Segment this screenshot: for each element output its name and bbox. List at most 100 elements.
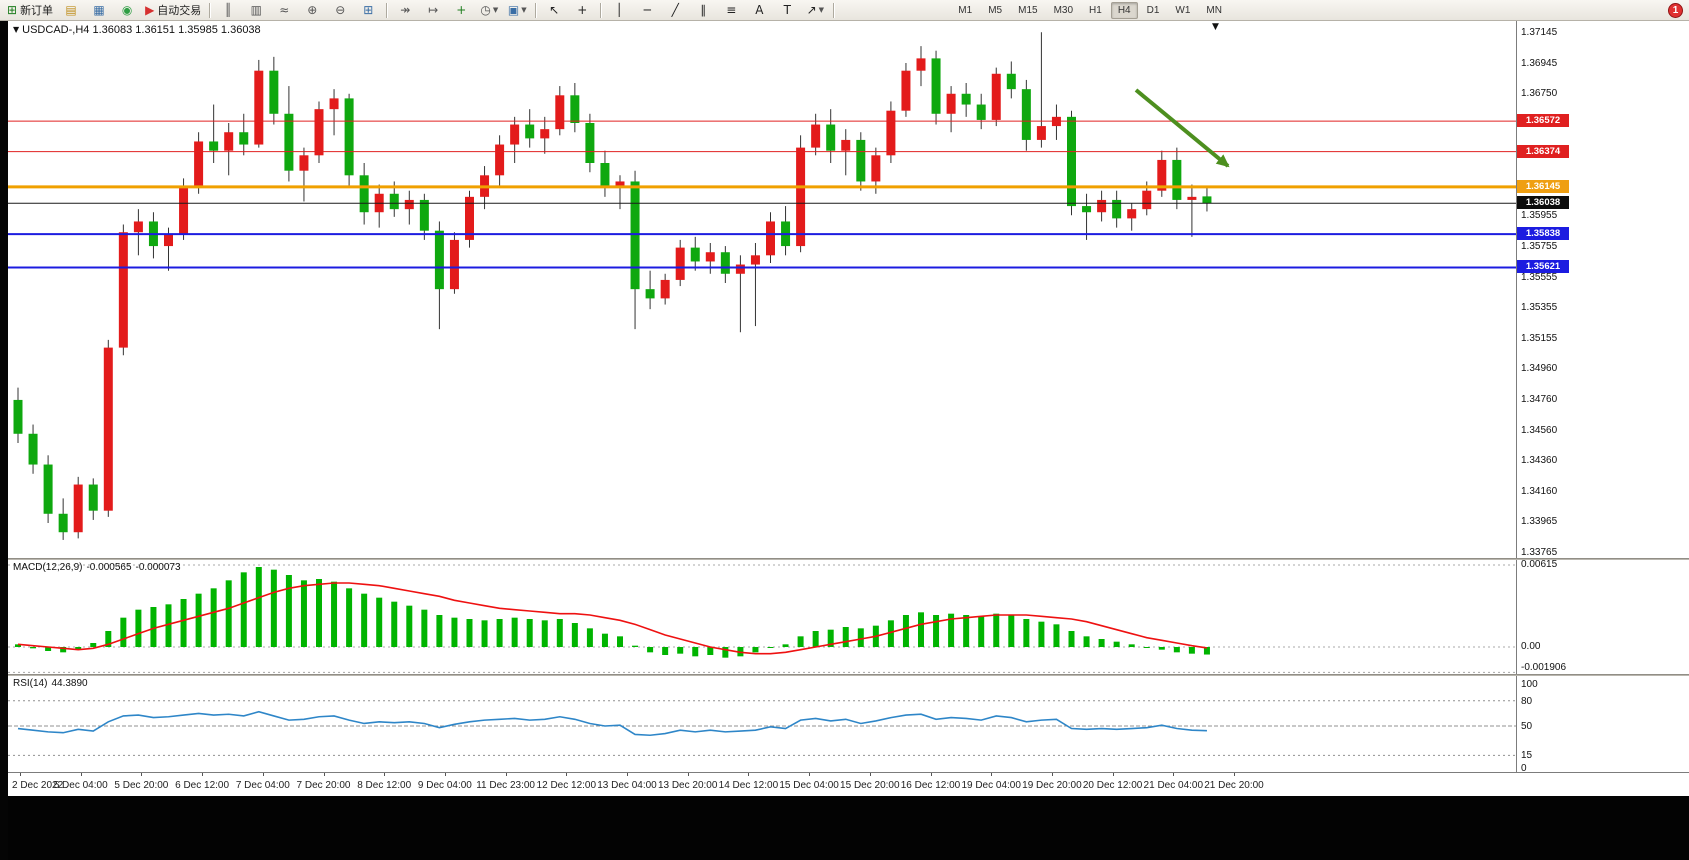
time-label: 6 Dec 12:00 — [175, 780, 230, 791]
macd-chart-canvas — [8, 564, 1516, 673]
cursor-button[interactable]: ↖ — [541, 0, 567, 20]
price-tick: 1.34560 — [1521, 424, 1558, 436]
timeframe-w1[interactable]: W1 — [1175, 4, 1191, 16]
time-axis[interactable]: 2 Dec 2022 5 Dec 04:00 5 Dec 20:00 6 Dec 12… — [8, 772, 1689, 796]
collapse-triangle-icon[interactable]: ▼ — [13, 25, 20, 34]
chart-ohlc: 1.36083 1.36151 1.35985 1.36038 — [92, 24, 261, 36]
channel-button[interactable]: ∥ — [690, 0, 716, 20]
label-button[interactable]: T — [774, 0, 800, 20]
timeframe-mn[interactable]: MN — [1206, 4, 1222, 16]
price-chart[interactable]: ▼ USDCAD-,H4 1.36083 1.36151 1.35985 1.36… — [8, 21, 1516, 558]
candlestick-button[interactable]: ▥ — [243, 0, 269, 20]
templates-button[interactable]: ▣ ▼ — [504, 0, 530, 20]
bar-chart-button[interactable]: ║ — [215, 0, 241, 20]
chart-shift-marker-icon[interactable]: ▼ — [1212, 22, 1219, 32]
timeframe-h1[interactable]: H1 — [1089, 4, 1102, 16]
price-tick: 1.35355 — [1521, 302, 1558, 314]
notification-badge[interactable]: 1 — [1668, 3, 1683, 18]
zoom-in-button[interactable]: ⊕ — [299, 0, 325, 20]
price-level-badge: 1.36038 — [1517, 196, 1569, 210]
timeframe-buttons: M1 M5 M15 M30 H1 H4 D1 W1 MN — [950, 1, 1230, 19]
tile-windows-button[interactable]: ⊞ — [355, 0, 381, 20]
fibonacci-button[interactable]: ≡ — [718, 0, 744, 20]
line-chart-button[interactable]: ≈ — [271, 0, 297, 20]
horizontal-line-button[interactable]: ─ — [634, 0, 660, 20]
horizontal-level-lines — [8, 120, 1516, 269]
trendline-button[interactable]: ╱ — [662, 0, 688, 20]
macd-chart[interactable]: MACD(12,26,9) -0.000565 -0.000073 — [8, 560, 1516, 674]
new-order-icon: ⊞ — [7, 3, 18, 17]
chart-shift-button[interactable]: ↦ — [420, 0, 446, 20]
bar-chart-icon: ║ — [224, 3, 232, 17]
time-label: 11 Dec 23:00 — [476, 780, 535, 791]
time-label: 7 Dec 20:00 — [296, 780, 351, 791]
timeframe-m5[interactable]: M5 — [988, 4, 1003, 16]
text-button[interactable]: A — [746, 0, 772, 20]
vertical-line-button[interactable]: │ — [606, 0, 632, 20]
time-tick — [991, 773, 993, 776]
timeframe-m15[interactable]: M15 — [1018, 4, 1038, 16]
time-label: 16 Dec 12:00 — [900, 780, 961, 791]
time-label: 15 Dec 20:00 — [840, 780, 900, 791]
price-chart-canvas — [8, 32, 1516, 540]
timeframe-m30[interactable]: M30 — [1053, 4, 1074, 16]
panel-separator[interactable] — [8, 558, 1689, 560]
auto-trading-button[interactable]: ▶ 自动交易 — [142, 0, 204, 20]
periods-button[interactable]: ◷ ▼ — [476, 0, 502, 20]
timeframe-h4[interactable]: H4 — [1110, 1, 1138, 19]
templates-icon: ▣ — [507, 3, 520, 17]
price-level-badge: 1.36145 — [1517, 179, 1569, 193]
arrows-icon: ↗ — [806, 3, 817, 17]
market-watch-button[interactable]: ▤ — [58, 0, 84, 20]
time-tick — [1051, 773, 1053, 776]
toolbar-separator — [833, 2, 835, 18]
price-tick: 1.37145 — [1521, 27, 1558, 38]
indicators-icon: + — [456, 3, 467, 17]
macd-axis[interactable]: 0.00615 0.00 -0.001906 — [1516, 559, 1689, 674]
price-panel: ▼ USDCAD-,H4 1.36083 1.36151 1.35985 1.36… — [8, 21, 1689, 558]
time-tick — [141, 773, 143, 776]
trendline-icon: ╱ — [671, 3, 679, 17]
time-tick — [262, 773, 264, 776]
time-tick — [505, 773, 507, 776]
time-tick — [809, 773, 811, 776]
crosshair-button[interactable]: + — [569, 0, 595, 20]
periods-icon: ◷ — [480, 3, 491, 17]
time-label: 14 Dec 12:00 — [718, 780, 779, 791]
horizontal-line-icon: ─ — [643, 3, 651, 17]
rsi-axis[interactable]: 100 80 50 15 0 — [1516, 676, 1689, 774]
chevron-down-icon: ▼ — [818, 6, 825, 14]
price-tick: 1.34760 — [1521, 393, 1558, 405]
timeframe-d1[interactable]: D1 — [1146, 4, 1160, 16]
panel-separator[interactable] — [8, 674, 1689, 676]
data-window-button[interactable]: ▦ — [86, 0, 112, 20]
time-label: 15 Dec 04:00 — [779, 780, 839, 791]
price-level-badge: 1.35838 — [1517, 227, 1569, 241]
new-order-button[interactable]: ⊞ 新订单 — [4, 0, 56, 20]
time-label: 19 Dec 20:00 — [1022, 780, 1082, 791]
price-level-badge: 1.35621 — [1517, 260, 1569, 274]
time-tick — [930, 773, 932, 776]
indicators-button[interactable]: + — [448, 0, 474, 20]
toolbar-separator — [535, 2, 537, 18]
time-tick — [323, 773, 325, 776]
price-axis[interactable]: 1.37145 1.36945 1.36750 1.35955 1.35755 1.355… — [1516, 21, 1689, 558]
rsi-label: RSI(14) 44.3890 — [13, 678, 92, 689]
rsi-tick: 50 — [1521, 721, 1533, 732]
price-level-badge: 1.36374 — [1517, 144, 1569, 158]
arrows-button[interactable]: ↗ ▼ — [802, 0, 828, 20]
toolbar-separator — [600, 2, 602, 18]
auto-scroll-button[interactable]: ↠ — [392, 0, 418, 20]
time-label: 13 Dec 20:00 — [657, 780, 718, 791]
navigator-button[interactable]: ◉ — [114, 0, 140, 20]
macd-tick: -0.001906 — [1521, 662, 1567, 673]
time-label: 5 Dec 20:00 — [114, 780, 169, 791]
zoom-out-button[interactable]: ⊖ — [327, 0, 353, 20]
rsi-chart[interactable]: RSI(14) 44.3890 — [8, 676, 1516, 772]
timeframe-m1[interactable]: M1 — [958, 4, 973, 16]
price-tick: 1.36945 — [1521, 57, 1558, 69]
label-icon: T — [783, 3, 791, 17]
price-tick: 1.35955 — [1521, 210, 1558, 222]
line-chart-icon: ≈ — [279, 3, 290, 17]
macd-tick: 0.00 — [1521, 641, 1541, 652]
